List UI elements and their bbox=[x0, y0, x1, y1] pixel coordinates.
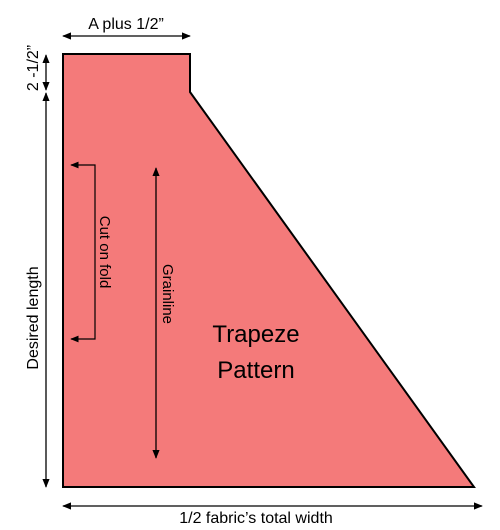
bottom-width-label: 1/2 fabric’s total width bbox=[179, 510, 333, 527]
small-height-label: 2 -1/2” bbox=[25, 45, 42, 91]
grainline-label: Grainline bbox=[159, 264, 176, 324]
top-width-label: A plus 1/2” bbox=[88, 16, 164, 33]
pattern-title-line1: Trapeze bbox=[212, 321, 299, 348]
cut-on-fold-bracket bbox=[70, 161, 96, 343]
desired-length-label: Desired length bbox=[25, 266, 42, 369]
cut-on-fold-label: Cut on fold bbox=[96, 216, 113, 289]
pattern-title-line2: Pattern bbox=[217, 357, 294, 384]
pattern-piece-shape bbox=[62, 53, 476, 488]
